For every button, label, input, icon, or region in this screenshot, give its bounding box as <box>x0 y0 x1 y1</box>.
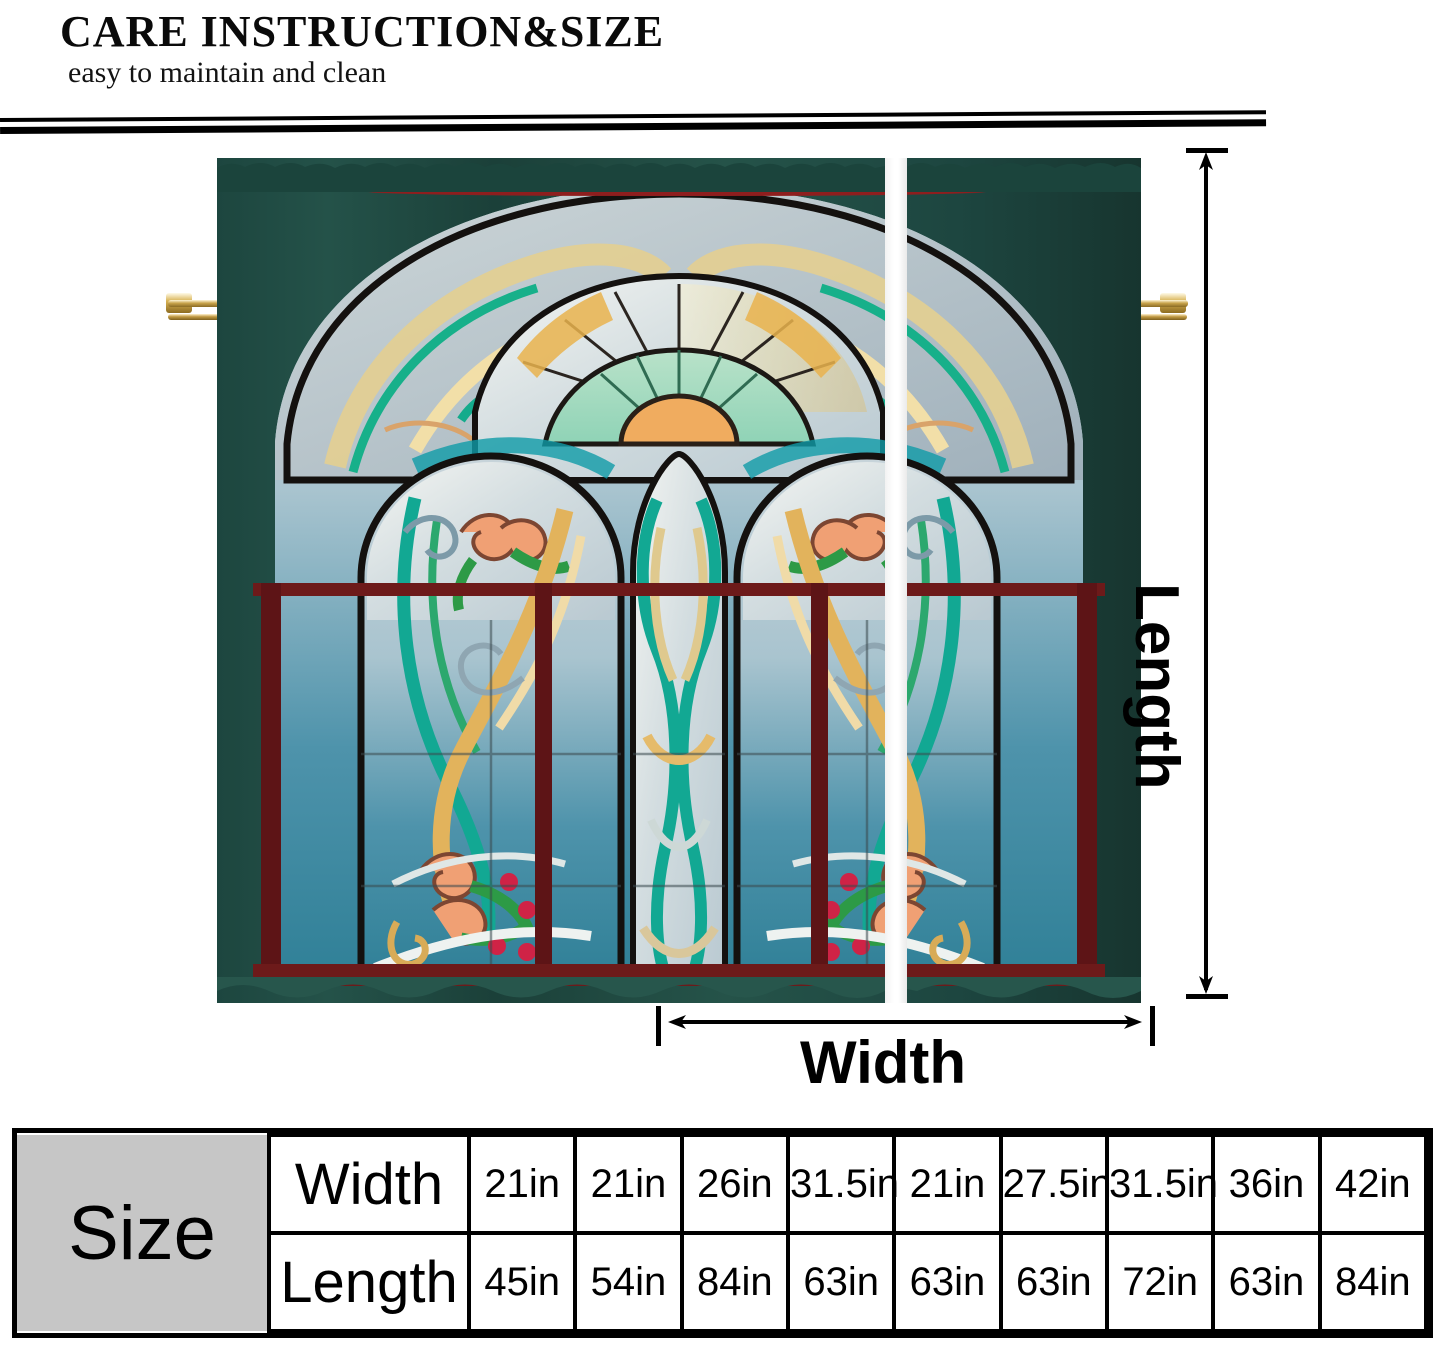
curtain-header-ruffle-left <box>217 163 885 192</box>
width-arrow-head-left <box>668 1015 686 1029</box>
length-value-6: 63in <box>998 1231 1109 1333</box>
width-dimension-label: Width <box>800 1029 967 1096</box>
length-tick-top <box>1186 148 1228 153</box>
length-value-8: 63in <box>1211 1231 1322 1333</box>
length-value-1: 45in <box>466 1231 578 1333</box>
window-frame-mullion-right <box>811 583 828 978</box>
size-chart-table: Size Width 21in 21in 26in 31.5in 21in 27… <box>12 1128 1433 1338</box>
width-dimension-line <box>676 1020 1132 1024</box>
row-label-width: Width <box>267 1133 471 1235</box>
curtain-rod-right <box>1128 300 1188 307</box>
length-value-5: 63in <box>892 1231 1003 1333</box>
curtain-panel-gap <box>885 158 907 1003</box>
curtain-panel-pair <box>217 158 1141 1003</box>
length-value-4: 63in <box>785 1231 897 1333</box>
width-tick-left <box>656 1006 661 1046</box>
width-value-2: 21in <box>573 1133 684 1235</box>
width-value-1: 21in <box>466 1133 578 1235</box>
window-frame-transom <box>253 583 1105 596</box>
row-label-length: Length <box>267 1231 471 1333</box>
width-value-6: 27.5in <box>998 1133 1112 1235</box>
length-dimension-label: Length <box>1122 583 1191 790</box>
length-arrow-head-bottom <box>1199 976 1213 994</box>
length-dimension-line <box>1204 158 1208 990</box>
width-value-3: 26in <box>679 1133 790 1235</box>
page-subtitle: easy to maintain and clean <box>68 56 387 89</box>
curtain-hem-right <box>907 977 1141 998</box>
size-header-cell: Size <box>17 1135 271 1331</box>
width-arrow-head-right <box>1124 1015 1142 1029</box>
window-frame-mullion-left <box>535 583 552 978</box>
window-frame-left-post <box>261 583 281 978</box>
width-tick-right <box>1150 1006 1155 1046</box>
curtain-hem-left <box>217 977 885 998</box>
curtain-rod-left <box>168 300 230 307</box>
length-value-9: 84in <box>1317 1231 1429 1333</box>
width-value-4: 31.5in <box>785 1133 899 1235</box>
length-value-3: 84in <box>679 1231 790 1333</box>
length-arrow-head-top <box>1199 152 1213 170</box>
width-value-8: 36in <box>1211 1133 1322 1235</box>
length-tick-bottom <box>1186 994 1228 999</box>
width-value-9: 42in <box>1317 1133 1429 1235</box>
care-instruction-header: CARE INSTRUCTION&SIZE easy to maintain a… <box>0 0 1445 134</box>
product-illustration: Length Width <box>0 128 1445 1096</box>
table-row: Length 45in 54in 84in 63in 63in 63in 72i… <box>17 1231 1429 1333</box>
curtain-rod-right-lower <box>1132 314 1187 320</box>
window-frame-right-post <box>1077 583 1097 978</box>
table-row: Size Width 21in 21in 26in 31.5in 21in 27… <box>17 1133 1429 1331</box>
length-value-7: 72in <box>1104 1231 1216 1333</box>
curtain-rod-left-lower <box>168 314 224 320</box>
curtain-header-ruffle-right <box>907 163 1141 192</box>
size-table: Size Width 21in 21in 26in 31.5in 21in 27… <box>17 1133 1429 1333</box>
width-value-5: 21in <box>892 1133 1003 1235</box>
page-title: CARE INSTRUCTION&SIZE <box>60 7 665 56</box>
width-value-7: 31.5in <box>1104 1133 1218 1235</box>
length-value-2: 54in <box>573 1231 684 1333</box>
